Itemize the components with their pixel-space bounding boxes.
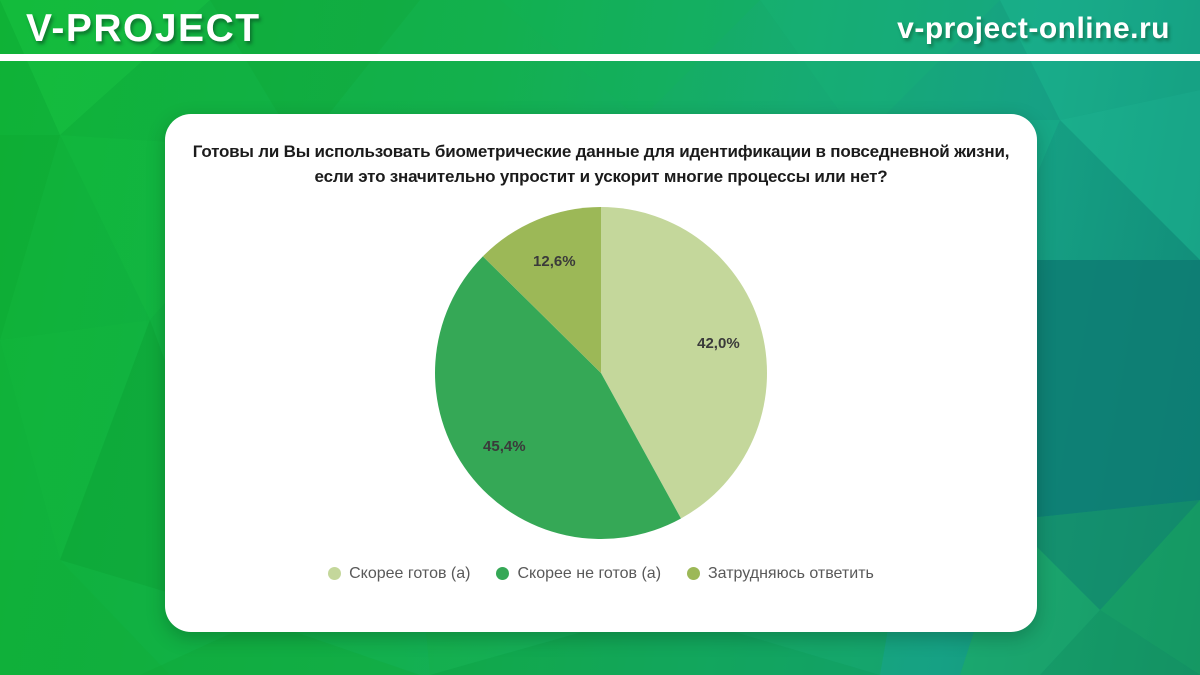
header-bar: V-PROJECT v-project-online.ru [0, 0, 1200, 61]
pie-slice-0 [601, 206, 768, 519]
chart-title: Готовы ли Вы использовать биометрические… [192, 142, 1010, 186]
legend-item-undecided: Затрудняюсь ответить [687, 565, 874, 583]
logo-v-project: V-PROJECT [26, 7, 261, 50]
legend-label-ready: Скорее готов (а) [349, 564, 471, 582]
pie-value-label-2: 12,6% [533, 253, 576, 270]
pie-slice-2 [482, 206, 601, 373]
legend-label-not-ready: Скорее не готов (а) [517, 564, 662, 582]
legend-dot-ready [328, 567, 342, 581]
pie-value-label-0: 42,0% [697, 335, 740, 352]
legend-item-ready: Скорее готов (а) [328, 565, 470, 583]
legend-item-not-ready: Скорее не готов (а) [496, 565, 661, 583]
pie-slice-1 [435, 256, 681, 539]
chart-card: Готовы ли Вы использовать биометрические… [165, 114, 1037, 632]
pie-chart: 42,0% 45,4% 12,6% [435, 206, 768, 539]
legend-dot-undecided [687, 567, 701, 581]
legend-label-undecided: Затрудняюсь ответить [708, 564, 874, 582]
chart-legend: Скорее готов (а) Скорее не готов (а) Зат… [328, 565, 874, 583]
legend-dot-not-ready [496, 567, 510, 581]
site-url: v-project-online.ru [897, 12, 1170, 45]
pie-value-label-1: 45,4% [483, 438, 526, 455]
pie-chart-container: 42,0% 45,4% 12,6% [433, 205, 769, 546]
